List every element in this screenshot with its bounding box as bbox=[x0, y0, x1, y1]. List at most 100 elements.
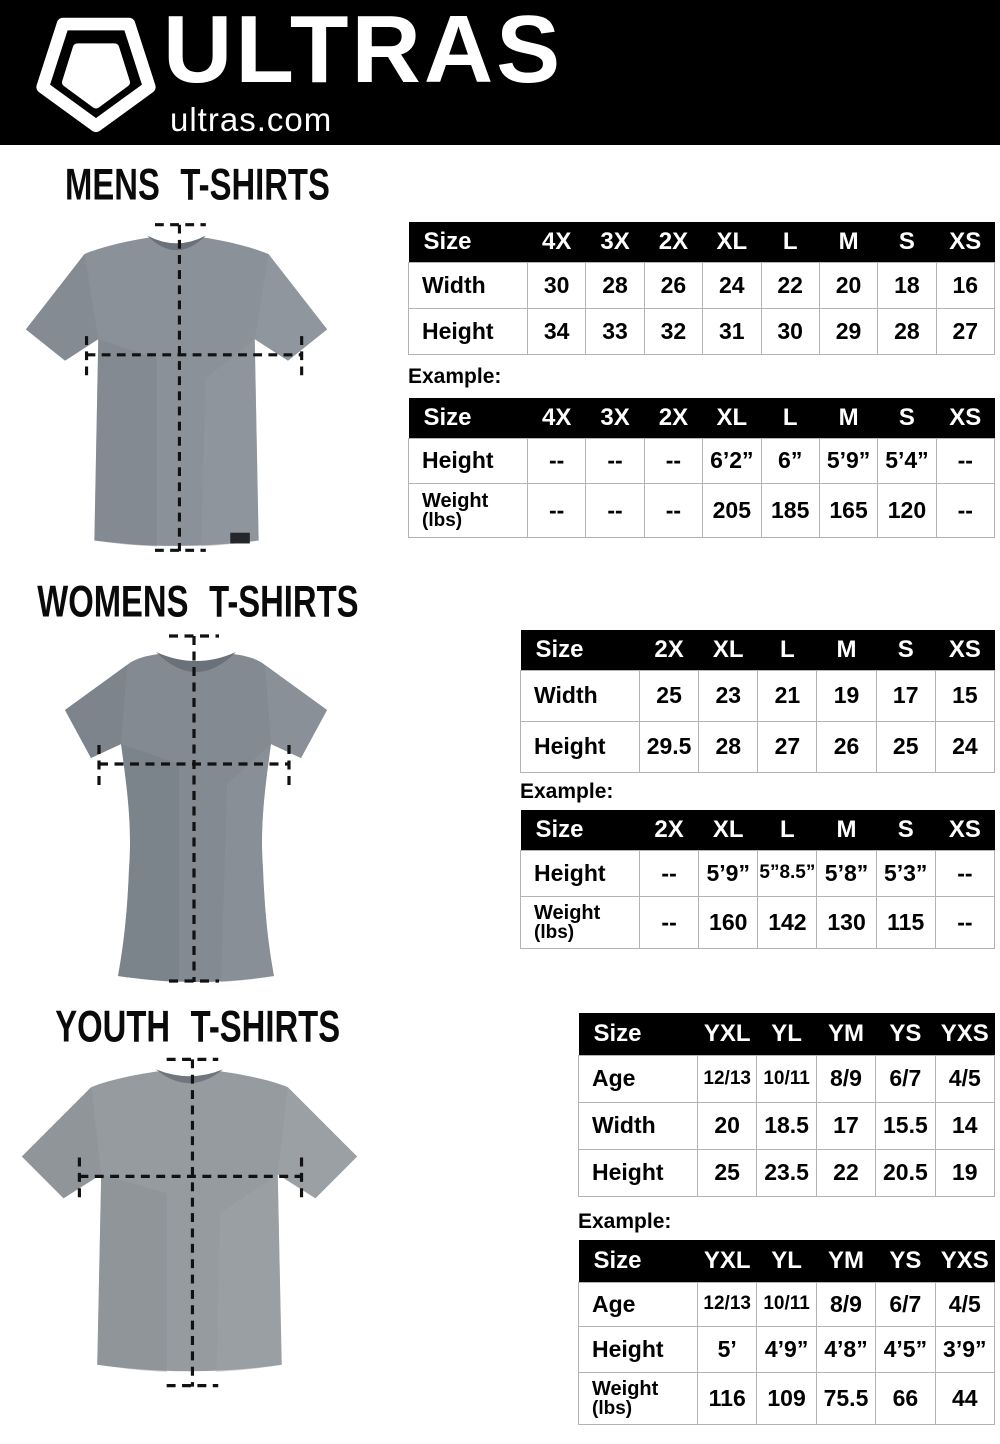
col-header-label: Size bbox=[520, 810, 640, 850]
mens-example-label: Example: bbox=[408, 365, 502, 388]
row-label-unit: (lbs) bbox=[534, 921, 575, 943]
cell-value: 28 bbox=[585, 261, 645, 309]
youth-example-table-wrap: Size YXL YL YM YS YXS Age 12/13 10/11 8/9 6/7 4/5 He… bbox=[578, 1240, 996, 1425]
cell-value: 75.5 bbox=[815, 1371, 877, 1425]
col-header-size: 2X bbox=[639, 810, 699, 850]
cell-value: 21 bbox=[757, 669, 818, 722]
womens-example-table: Size 2X XL L M S XS Height -- 5’9” 5”8.5” 5’8” 5’3” -… bbox=[520, 810, 996, 949]
height-measure-line bbox=[166, 1057, 219, 1388]
col-header-label: Size bbox=[578, 1013, 698, 1055]
table-row: Age 12/13 10/11 8/9 6/7 4/5 bbox=[578, 1281, 996, 1327]
cell-value: 5’9” bbox=[818, 437, 879, 484]
col-header-size: XL bbox=[698, 810, 758, 850]
col-header-size: L bbox=[761, 398, 820, 438]
brand-title: ULTRAS bbox=[163, 0, 564, 103]
cell-value: 26 bbox=[643, 261, 704, 309]
cell-value: 27 bbox=[757, 720, 818, 773]
row-label: Height bbox=[520, 849, 640, 897]
col-header-size: YXS bbox=[935, 1013, 995, 1055]
row-label: Height bbox=[408, 437, 528, 484]
mens-example-table-wrap: Size 4X 3X 2X XL L M S XS Height -- -- -- 6’2” 6” 5’9” 5… bbox=[408, 398, 996, 538]
cell-value: 20.5 bbox=[875, 1148, 936, 1197]
cell-value: 142 bbox=[757, 895, 818, 949]
col-header-size: 2X bbox=[644, 222, 703, 262]
cell-value: 6/7 bbox=[875, 1281, 936, 1327]
cell-value: 23 bbox=[698, 669, 759, 722]
womens-tshirt-image bbox=[65, 634, 327, 983]
cell-value: 26 bbox=[816, 720, 877, 773]
row-label: Width bbox=[578, 1101, 698, 1150]
table-header-row: Size 2X XL L M S XS bbox=[520, 810, 995, 850]
table-row: Height 29.5 28 27 26 25 24 bbox=[520, 720, 996, 773]
cell-value: 20 bbox=[818, 261, 879, 309]
cell-value: -- bbox=[934, 849, 996, 897]
youth-size-table-wrap: Size YXL YL YM YS YXS Age 12/13 10/11 8/9 6/7 4/5 Wi… bbox=[578, 1013, 996, 1197]
cell-value: -- bbox=[934, 895, 996, 949]
cell-value: -- bbox=[935, 437, 996, 484]
col-header-size: S bbox=[877, 222, 937, 262]
mens-section-title-wrap: MENS T-SHIRTS bbox=[0, 160, 395, 209]
table-row: Width 30 28 26 24 22 20 18 16 bbox=[408, 261, 996, 309]
mens-size-table: Size 4X 3X 2X XL L M S XS Width 30 28 26 24 22 20 18 16 He… bbox=[408, 222, 996, 355]
cell-value: 3’9” bbox=[934, 1325, 996, 1373]
table-header-row: Size 4X 3X 2X XL L M S XS bbox=[408, 222, 995, 262]
womens-size-table-wrap: Size 2X XL L M S XS Width 25 23 21 19 17 15 Height 29.5… bbox=[520, 630, 996, 773]
cell-value: 5’8” bbox=[816, 849, 877, 897]
mens-example-table: Size 4X 3X 2X XL L M S XS Height -- -- -- 6’2” 6” 5’9” 5… bbox=[408, 398, 996, 538]
cell-value: -- bbox=[585, 482, 645, 538]
col-header-size: S bbox=[877, 398, 937, 438]
col-header-size: 2X bbox=[644, 398, 703, 438]
table-row: Weight (lbs) 116 109 75.5 66 44 bbox=[578, 1371, 996, 1425]
cell-value: 18 bbox=[877, 261, 937, 309]
cell-value: 30 bbox=[760, 307, 820, 355]
col-header-size: M bbox=[819, 222, 878, 262]
col-header-size: 3X bbox=[585, 222, 645, 262]
youth-size-table: Size YXL YL YM YS YXS Age 12/13 10/11 8/9 6/7 4/5 Wi… bbox=[578, 1013, 996, 1197]
cell-value: 22 bbox=[760, 261, 820, 309]
cell-value: 33 bbox=[585, 307, 645, 355]
row-label: Age bbox=[578, 1281, 698, 1327]
cell-value: 5”8.5” bbox=[757, 849, 818, 897]
cell-value: 5’9” bbox=[698, 849, 759, 897]
col-header-size: S bbox=[876, 810, 936, 850]
col-header-size: XL bbox=[702, 398, 761, 438]
cell-value: 15.5 bbox=[875, 1101, 936, 1150]
cell-value: 4/5 bbox=[934, 1054, 996, 1103]
cell-value: 12/13 bbox=[696, 1281, 758, 1327]
collar bbox=[155, 1069, 224, 1084]
womens-size-table: Size 2X XL L M S XS Width 25 23 21 19 17 15 Height 29.5… bbox=[520, 630, 996, 773]
col-header-size: L bbox=[757, 630, 817, 670]
table-row: Height -- 5’9” 5”8.5” 5’8” 5’3” -- bbox=[520, 849, 996, 897]
col-header-label: Size bbox=[408, 222, 528, 262]
table-row: Height 34 33 32 31 30 29 28 27 bbox=[408, 307, 996, 355]
cell-value: 165 bbox=[818, 482, 879, 538]
col-header-size: M bbox=[819, 398, 878, 438]
cell-value: 34 bbox=[526, 307, 587, 355]
col-header-size: M bbox=[816, 630, 877, 670]
cell-value: 4’9” bbox=[756, 1325, 817, 1373]
cell-value: 160 bbox=[698, 895, 759, 949]
row-label: Height bbox=[578, 1148, 698, 1197]
cell-value: 14 bbox=[934, 1101, 996, 1150]
pentagon-shield-icon bbox=[36, 17, 156, 133]
col-header-size: YL bbox=[756, 1240, 817, 1282]
cell-value: 28 bbox=[698, 720, 759, 773]
col-header-size: XL bbox=[698, 630, 758, 670]
col-header-size: YXS bbox=[935, 1240, 995, 1282]
cell-value: 19 bbox=[934, 1148, 996, 1197]
cell-value: 8/9 bbox=[815, 1281, 877, 1327]
col-header-label: Size bbox=[578, 1240, 698, 1282]
cell-value: 25 bbox=[875, 720, 936, 773]
cell-value: 44 bbox=[934, 1371, 996, 1425]
cell-value: -- bbox=[638, 849, 700, 897]
table-row: Age 12/13 10/11 8/9 6/7 4/5 bbox=[578, 1054, 996, 1103]
col-header-size: L bbox=[761, 222, 820, 262]
table-header-row: Size 2X XL L M S XS bbox=[520, 630, 995, 670]
cell-value: 25 bbox=[696, 1148, 758, 1197]
col-header-size: 3X bbox=[585, 398, 645, 438]
col-header-size: XS bbox=[935, 630, 995, 670]
youth-tshirt-image bbox=[21, 1057, 358, 1388]
col-header-label: Size bbox=[408, 398, 528, 438]
col-header-label: Size bbox=[520, 630, 640, 670]
cell-value: 66 bbox=[875, 1371, 936, 1425]
